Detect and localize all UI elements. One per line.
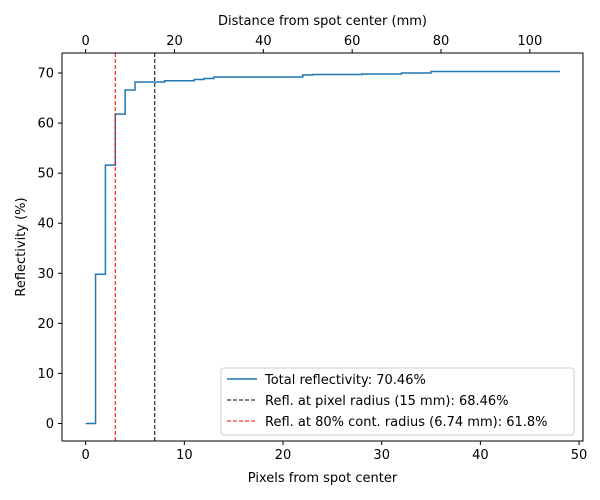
x-tick-label: 50 (571, 448, 588, 463)
top-tick-label: 80 (433, 34, 450, 49)
plot-area (85, 53, 561, 441)
y-tick-label: 50 (37, 167, 54, 182)
legend: Total reflectivity: 70.46% Refl. at pixe… (220, 367, 575, 436)
axes-frame (61, 52, 584, 442)
y-tick-label: 60 (37, 117, 54, 132)
x-tick-label: 40 (472, 448, 489, 463)
x-tick-label: 10 (176, 448, 193, 463)
top-tick-label: 0 (82, 34, 90, 49)
x-tick-label: 20 (275, 448, 292, 463)
y-tick-label: 30 (37, 267, 54, 282)
top-tick-label: 60 (344, 34, 361, 49)
x-tick-label: 0 (82, 448, 90, 463)
series-line-0 (85, 70, 561, 425)
y-tick-label: 40 (37, 217, 54, 232)
legend-entry-pixel-radius: Refl. at pixel radius (15 mm): 68.46% (265, 394, 509, 409)
y-tick-label: 20 (37, 317, 54, 332)
legend-entry-cont-radius: Refl. at 80% cont. radius (6.74 mm): 61.… (265, 415, 548, 430)
top-tick-label: 100 (517, 34, 542, 49)
top-axis-label: Distance from spot center (mm) (218, 14, 427, 29)
y-axis-label: Reflectivity (%) (14, 197, 29, 296)
top-tick-label: 40 (255, 34, 272, 49)
x-axis-label: Pixels from spot center (248, 471, 398, 486)
legend-box (220, 367, 575, 436)
y-tick-label: 10 (37, 367, 54, 382)
y-tick-label: 70 (37, 67, 54, 82)
y-tick-label: 0 (46, 417, 54, 432)
axis-ticks: 0 10 20 30 40 50 0 10 20 30 40 50 60 70 0 20 40 60 80 100 (37, 34, 587, 463)
x-tick-label: 30 (373, 448, 390, 463)
top-tick-label: 20 (166, 34, 183, 49)
legend-entry-total: Total reflectivity: 70.46% (264, 373, 426, 388)
